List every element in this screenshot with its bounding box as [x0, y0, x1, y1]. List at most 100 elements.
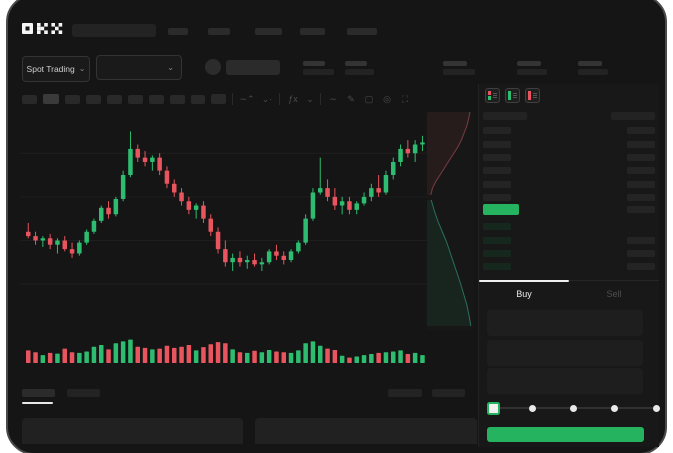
candle-body: [223, 249, 228, 263]
toolbar-divider: [320, 93, 321, 105]
volume-bar: [398, 350, 403, 363]
candle-body: [288, 251, 294, 261]
volume-bar: [120, 341, 126, 363]
nav-item-placeholder[interactable]: [168, 28, 188, 35]
volume-bar: [361, 355, 367, 363]
volume-bar: [420, 355, 425, 363]
volume-bar: [288, 352, 294, 363]
orderbook-row[interactable]: [481, 178, 657, 191]
chevron-down-icon[interactable]: ⌄·: [261, 94, 273, 104]
orderbook-row[interactable]: [481, 220, 657, 233]
settings-icon[interactable]: ◎: [383, 94, 391, 104]
candle-body: [208, 218, 213, 232]
coin-avatar: [205, 59, 221, 75]
total-input[interactable]: [487, 368, 643, 394]
market-type-select[interactable]: Spot Trading ⌄: [22, 56, 90, 82]
volume-bar: [274, 351, 279, 363]
timeframe-button[interactable]: [65, 94, 80, 104]
bottom-tab-active-placeholder[interactable]: [22, 389, 55, 397]
indicator-zigzag-icon[interactable]: ∼⌃: [239, 94, 255, 104]
nav-item-placeholder[interactable]: [300, 28, 325, 35]
amount-col-header-placeholder: [611, 112, 655, 120]
volume-bar: [157, 348, 162, 363]
asks-only-book-icon[interactable]: [525, 88, 540, 103]
orderbook-row[interactable]: [481, 233, 657, 246]
slider-stop[interactable]: [611, 404, 618, 412]
volume-bar: [237, 352, 243, 363]
orderbook-row[interactable]: [481, 164, 657, 177]
nav-item-placeholder[interactable]: [255, 28, 282, 35]
candle-body: [259, 262, 265, 265]
pair-select[interactable]: ⌄: [96, 55, 182, 80]
last-price-row[interactable]: [481, 204, 657, 215]
bids-only-book-icon[interactable]: [505, 88, 520, 103]
toolbar-divider: [232, 93, 233, 105]
volume-bar: [391, 351, 396, 363]
candle-body: [332, 196, 338, 206]
volume-bar: [215, 342, 221, 363]
toolbar-divider: [279, 93, 280, 105]
amount-placeholder: [627, 153, 655, 161]
timeframe-button-active[interactable]: [43, 94, 59, 104]
trend-line-icon[interactable]: ∼: [329, 94, 337, 104]
fullscreen-icon[interactable]: ⛶: [401, 94, 409, 104]
orderbook-row[interactable]: [481, 151, 657, 164]
candle-body: [193, 205, 199, 210]
volume-bar: [33, 352, 38, 363]
candle-body: [310, 192, 316, 219]
orderbook-row[interactable]: [481, 191, 657, 204]
okx-logo[interactable]: OKX: [22, 23, 64, 41]
candle-body: [245, 260, 250, 263]
slider-stop[interactable]: [529, 404, 536, 412]
nav-item-placeholder[interactable]: [208, 28, 230, 35]
draw-pencil-icon[interactable]: ✎: [347, 94, 355, 104]
candlestick-chart[interactable]: [20, 110, 430, 336]
depth-bid-area: [427, 200, 471, 326]
timeframe-button[interactable]: [86, 94, 101, 104]
volume-bar: [84, 351, 89, 363]
depth-ask-area: [427, 112, 470, 195]
orderbook-row[interactable]: [481, 124, 657, 137]
orderbook-row[interactable]: [481, 260, 657, 273]
slider-stop[interactable]: [653, 404, 660, 412]
timeframe-button[interactable]: [170, 94, 185, 104]
slider-handle[interactable]: [487, 401, 500, 415]
volume-bar: [99, 345, 104, 363]
timeframe-button[interactable]: [211, 94, 226, 104]
camera-icon[interactable]: ▢: [364, 94, 374, 104]
volume-bar: [208, 344, 213, 363]
amount-input[interactable]: [487, 340, 643, 366]
candle-body: [62, 240, 67, 250]
slider-stop[interactable]: [570, 404, 577, 412]
amount-slider[interactable]: [487, 401, 660, 415]
tab-buy[interactable]: Buy: [479, 280, 569, 303]
volume-bar: [26, 350, 31, 363]
tab-sell[interactable]: Sell: [569, 281, 659, 303]
nav-item-placeholder[interactable]: [347, 28, 377, 35]
timeframe-button[interactable]: [191, 94, 205, 104]
candle-body: [398, 148, 403, 162]
volume-bar: [179, 346, 184, 363]
price-input[interactable]: [487, 310, 643, 336]
buy-submit-button[interactable]: [487, 427, 644, 442]
orderbook-row[interactable]: [481, 247, 657, 260]
timeframe-button[interactable]: [22, 94, 37, 104]
volume-bar: [223, 343, 228, 363]
bottom-link-placeholder[interactable]: [388, 389, 422, 397]
last-price-badge: [483, 204, 519, 215]
search-input[interactable]: [72, 24, 156, 37]
bottom-tab-placeholder[interactable]: [67, 389, 100, 397]
orderbook-row[interactable]: [481, 137, 657, 150]
amount-placeholder: [627, 249, 655, 257]
timeframe-button[interactable]: [149, 94, 164, 104]
timeframe-button[interactable]: [128, 94, 143, 104]
split-book-icon[interactable]: [485, 88, 500, 103]
timeframe-button[interactable]: [107, 94, 122, 104]
bottom-link-placeholder[interactable]: [432, 389, 465, 397]
depth-chart[interactable]: [427, 112, 474, 330]
candle-body: [237, 257, 243, 263]
candle-body: [281, 255, 286, 261]
volume-bar: [150, 349, 155, 363]
function-indicator-icon[interactable]: ƒx: [288, 94, 298, 104]
chevron-down-icon[interactable]: ⌄: [306, 94, 314, 104]
